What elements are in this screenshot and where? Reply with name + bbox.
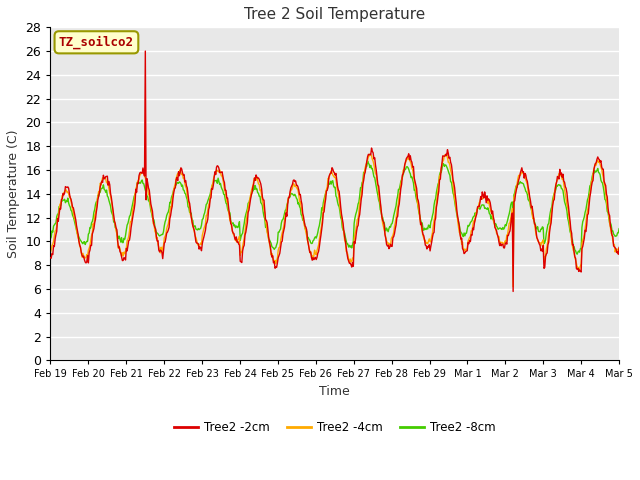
Text: TZ_soilco2: TZ_soilco2 bbox=[59, 36, 134, 49]
X-axis label: Time: Time bbox=[319, 385, 350, 398]
Legend: Tree2 -2cm, Tree2 -4cm, Tree2 -8cm: Tree2 -2cm, Tree2 -4cm, Tree2 -8cm bbox=[170, 416, 500, 439]
Y-axis label: Soil Temperature (C): Soil Temperature (C) bbox=[7, 130, 20, 258]
Title: Tree 2 Soil Temperature: Tree 2 Soil Temperature bbox=[244, 7, 426, 22]
